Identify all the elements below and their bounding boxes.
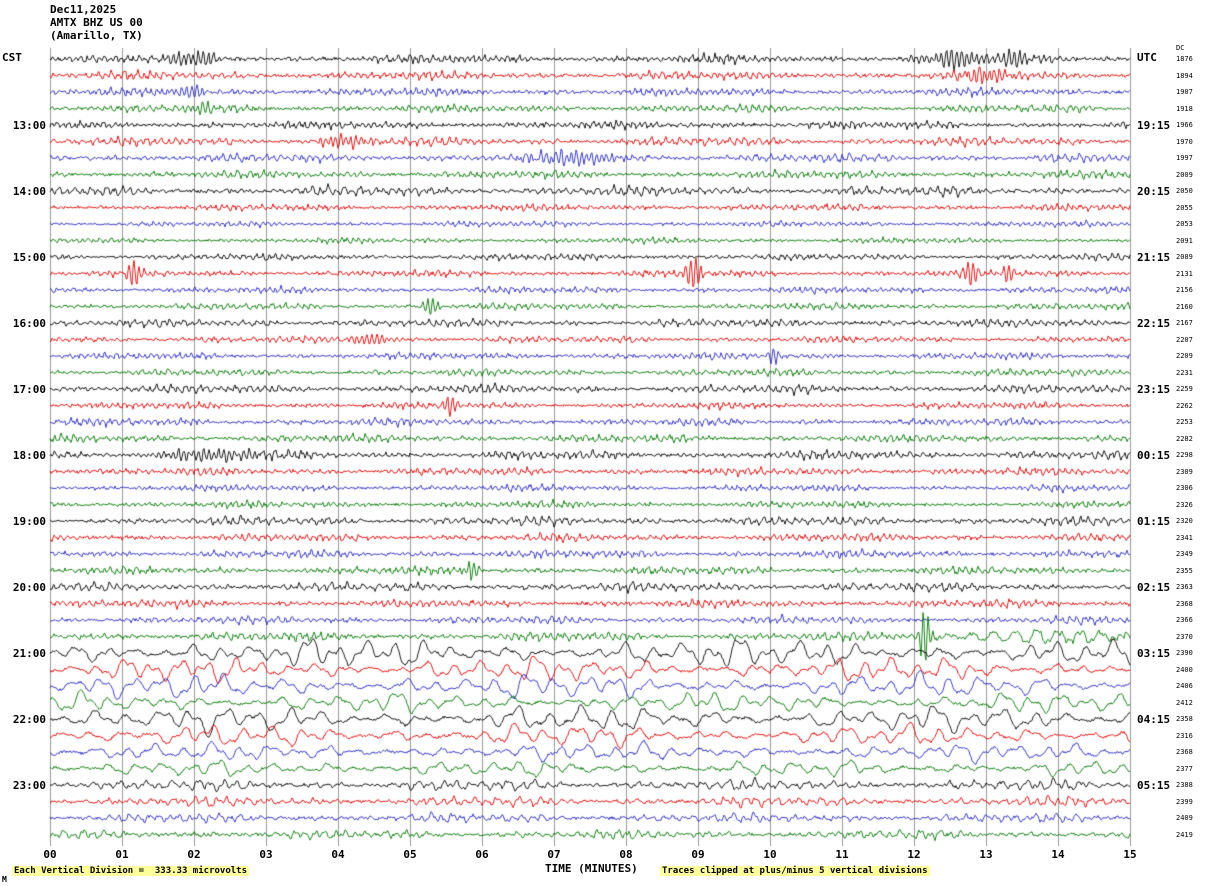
- dc-value: 2368: [1176, 599, 1193, 608]
- dc-value: 1997: [1176, 154, 1193, 162]
- dc-value: 2131: [1176, 269, 1193, 278]
- dc-value: 2306: [1176, 484, 1193, 492]
- footer-scale-note: Each Vertical Division = 333.33 microvol…: [12, 866, 249, 876]
- utc-hour-label: 22:15: [1137, 317, 1171, 330]
- cst-hour-label: 13:00: [12, 119, 46, 132]
- x-tick-label: 03: [259, 848, 273, 861]
- footer-clip-note: Traces clipped at plus/minus 5 vertical …: [660, 866, 930, 876]
- dc-value: 2358: [1176, 715, 1193, 723]
- utc-hour-label: 04:15: [1137, 713, 1171, 726]
- title-station: AMTX BHZ US 00: [50, 16, 143, 29]
- left-axis-title: CST: [2, 51, 22, 64]
- dc-value: 2156: [1176, 286, 1193, 294]
- cst-hour-label: 18:00: [12, 449, 46, 462]
- dc-value: 1876: [1176, 55, 1193, 63]
- utc-hour-label: 21:15: [1137, 251, 1171, 264]
- utc-hour-label: 01:15: [1137, 515, 1171, 528]
- x-tick-label: 15: [1123, 848, 1137, 861]
- utc-hour-label: 03:15: [1137, 647, 1171, 660]
- dc-value: 2050: [1176, 187, 1193, 195]
- dc-value: 2209: [1176, 352, 1193, 360]
- title-date: Dec11,2025: [50, 3, 117, 16]
- x-tick-label: 01: [115, 848, 129, 861]
- dc-value: 2231: [1176, 368, 1193, 377]
- cst-hour-label: 23:00: [12, 779, 46, 792]
- dc-value: 2320: [1176, 517, 1193, 525]
- dc-value: 2167: [1176, 319, 1193, 327]
- dc-value: 2377: [1176, 764, 1193, 773]
- x-axis-title: TIME (MINUTES): [545, 862, 638, 875]
- x-tick-label: 07: [547, 848, 561, 861]
- dc-value: 2298: [1176, 451, 1193, 459]
- cst-hour-label: 15:00: [12, 251, 46, 264]
- x-tick-label: 05: [403, 848, 417, 861]
- corner-mark: M: [2, 875, 7, 884]
- utc-hour-label: 02:15: [1137, 581, 1171, 594]
- dc-value: 1966: [1176, 121, 1193, 129]
- x-tick-label: 00: [43, 848, 57, 861]
- x-tick-label: 11: [835, 848, 849, 861]
- dc-value: 1918: [1176, 104, 1193, 113]
- x-tick-label: 09: [691, 848, 705, 861]
- cst-hour-label: 17:00: [12, 383, 46, 396]
- dc-value: 2316: [1176, 731, 1193, 740]
- dc-value: 2259: [1176, 385, 1193, 393]
- dc-value: 2262: [1176, 401, 1193, 410]
- dc-value: 2409: [1176, 814, 1193, 822]
- utc-hour-label: 19:15: [1137, 119, 1171, 132]
- dc-value: 2341: [1176, 533, 1193, 542]
- dc-value: 2091: [1176, 236, 1193, 245]
- x-tick-label: 04: [331, 848, 345, 861]
- right-axis-title: UTC: [1137, 51, 1157, 64]
- cst-hour-label: 21:00: [12, 647, 46, 660]
- utc-hour-label: 00:15: [1137, 449, 1171, 462]
- dc-value: 2349: [1176, 550, 1193, 558]
- x-tick-label: 10: [763, 848, 777, 861]
- dc-value: 2388: [1176, 781, 1193, 789]
- cst-hour-label: 22:00: [12, 713, 46, 726]
- dc-value: 1894: [1176, 71, 1193, 80]
- dc-value: 2419: [1176, 830, 1193, 839]
- cst-hour-label: 20:00: [12, 581, 46, 594]
- title-block: Dec11,2025 AMTX BHZ US 00 (Amarillo, TX): [50, 3, 143, 42]
- dc-value: 2370: [1176, 632, 1193, 641]
- dc-value: 2253: [1176, 418, 1193, 426]
- utc-hour-label: 23:15: [1137, 383, 1171, 396]
- dc-column-title: DC: [1176, 44, 1185, 52]
- x-tick-label: 02: [187, 848, 201, 861]
- cst-hour-label: 16:00: [12, 317, 46, 330]
- dc-value: 2368: [1176, 748, 1193, 756]
- dc-value: 2160: [1176, 302, 1193, 311]
- dc-value: 2363: [1176, 583, 1193, 591]
- utc-hour-label: 05:15: [1137, 779, 1171, 792]
- dc-value: 2390: [1176, 649, 1193, 657]
- dc-value: 2400: [1176, 665, 1193, 674]
- dc-value: 2366: [1176, 616, 1193, 624]
- dc-value: 1907: [1176, 88, 1193, 96]
- dc-value: 2326: [1176, 500, 1193, 509]
- cst-hour-label: 19:00: [12, 515, 46, 528]
- dc-value: 2053: [1176, 220, 1193, 228]
- dc-value: 2207: [1176, 335, 1193, 344]
- dc-value: 1970: [1176, 137, 1193, 146]
- x-tick-label: 08: [619, 848, 633, 861]
- title-location: (Amarillo, TX): [50, 29, 143, 42]
- x-tick-label: 12: [907, 848, 921, 861]
- cst-hour-label: 14:00: [12, 185, 46, 198]
- dc-value: 2412: [1176, 698, 1193, 707]
- dc-value: 2406: [1176, 682, 1193, 690]
- utc-hour-label: 20:15: [1137, 185, 1171, 198]
- dc-value: 2055: [1176, 203, 1193, 212]
- dc-value: 2009: [1176, 170, 1193, 179]
- x-tick-label: 14: [1051, 848, 1065, 861]
- dc-value: 2282: [1176, 434, 1193, 443]
- x-tick-label: 06: [475, 848, 489, 861]
- dc-value: 2309: [1176, 467, 1193, 476]
- dc-value: 2089: [1176, 253, 1193, 261]
- x-tick-label: 13: [979, 848, 993, 861]
- dc-value: 2399: [1176, 797, 1193, 806]
- dc-value: 2355: [1176, 566, 1193, 575]
